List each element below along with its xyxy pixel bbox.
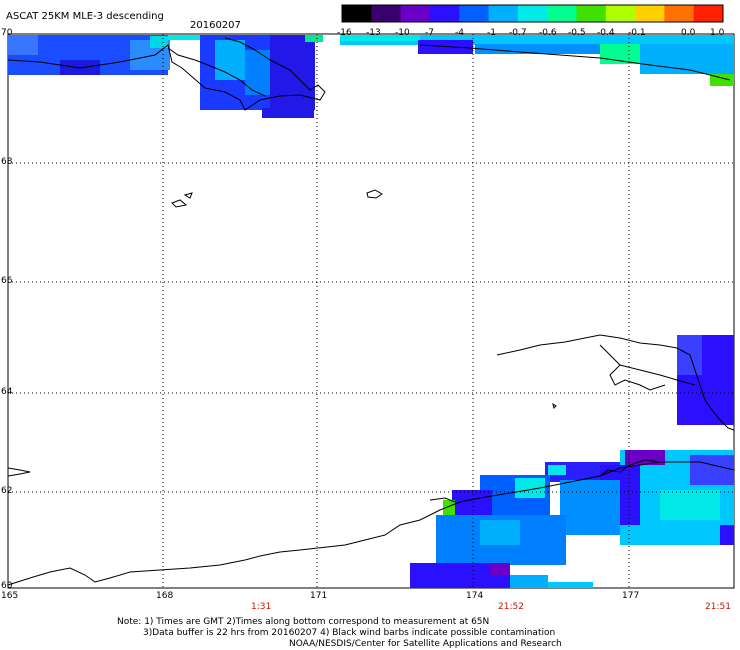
- wind-swath-top-left: [8, 35, 208, 75]
- legend-tick-label: -13: [366, 28, 381, 38]
- legend-tick-label: -1: [487, 28, 496, 38]
- note-line-2: 3)Data buffer is 22 hrs from 20160207 4)…: [143, 628, 556, 638]
- longitude-label: 165: [1, 591, 19, 601]
- latitude-label: 64: [1, 387, 13, 397]
- latitude-label: 60: [1, 581, 13, 591]
- legend-color-cell: [371, 5, 402, 22]
- legend-color-cell: [664, 5, 695, 22]
- legend-color-cell: [488, 5, 519, 22]
- legend-color-cell: [400, 5, 431, 22]
- note-line-1: Note: 1) Times are GMT 2)Times along bot…: [117, 617, 490, 627]
- legend-color-cell: [693, 5, 724, 22]
- wind-swath-top-right: [340, 35, 734, 86]
- map-frame: [7, 33, 735, 589]
- longitude-label: 177: [622, 591, 640, 601]
- legend-tick-label: -7: [425, 28, 434, 38]
- legend-tick-label: -0.7: [509, 28, 527, 38]
- legend-tick-label: -4: [455, 28, 464, 38]
- time-label: 21:52: [498, 602, 524, 612]
- graticule: [8, 34, 734, 588]
- product-date: 20160207: [190, 20, 241, 31]
- legend-color-cell: [429, 5, 460, 22]
- time-label: 1:31: [251, 602, 272, 612]
- product-title: ASCAT 25KM MLE-3 descending: [6, 11, 164, 22]
- legend-color-bar: [341, 4, 724, 23]
- longitude-label: 171: [310, 591, 328, 601]
- wind-swath-bottom: [410, 450, 734, 588]
- legend-tick-label: -0.4: [597, 28, 615, 38]
- latitude-label: 66: [1, 276, 13, 286]
- longitude-label: 174: [466, 591, 484, 601]
- latitude-label: 62: [1, 486, 13, 496]
- wind-swath-top-center: [200, 35, 323, 118]
- legend-color-cell: [547, 5, 577, 22]
- legend-tick-label: 0.0: [681, 28, 696, 38]
- note-line-3: NOAA/NESDIS/Center for Satellite Applica…: [289, 639, 562, 649]
- time-label: 21:51: [705, 602, 731, 612]
- legend-tick-label: -10: [395, 28, 410, 38]
- legend-color-cell: [517, 5, 548, 22]
- longitude-label: 168: [156, 591, 174, 601]
- legend-color-cell: [576, 5, 607, 22]
- wind-swath-mid-right: [677, 335, 734, 425]
- legend-tick-label: -0.1: [628, 28, 646, 38]
- legend-color-cell: [635, 5, 665, 22]
- legend-tick-label: -16: [337, 28, 352, 38]
- legend-color-cell: [459, 5, 490, 22]
- latitude-label: 68: [1, 157, 13, 167]
- legend-tick-label: 1.0: [710, 28, 725, 38]
- legend-tick-label: -0.5: [568, 28, 586, 38]
- latitude-label: 70: [1, 28, 13, 38]
- legend-color-cell: [605, 5, 636, 22]
- legend-color-cell: [342, 5, 372, 22]
- legend-tick-label: -0.6: [539, 28, 557, 38]
- coastlines: [7, 37, 735, 586]
